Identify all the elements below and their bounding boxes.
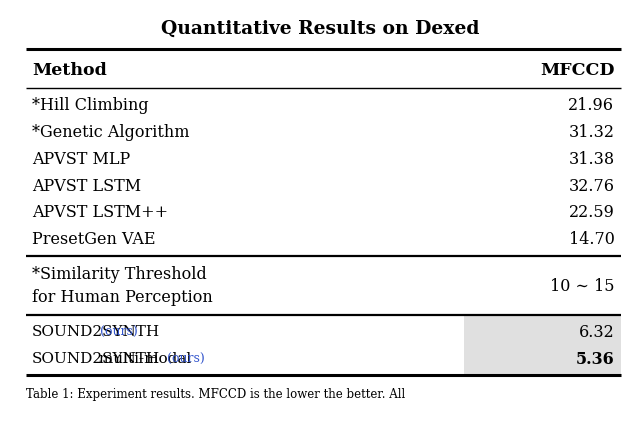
Text: (ours): (ours) — [100, 325, 138, 338]
Text: 21.96: 21.96 — [568, 97, 614, 114]
Text: SOUND2SYNTH: SOUND2SYNTH — [32, 351, 160, 365]
Text: SOUND2SYNTH: SOUND2SYNTH — [32, 324, 160, 338]
Text: MFCCD: MFCCD — [540, 62, 614, 79]
Text: 31.38: 31.38 — [568, 150, 614, 167]
Text: 14.70: 14.70 — [568, 231, 614, 248]
Text: APVST LSTM++: APVST LSTM++ — [32, 204, 168, 221]
Bar — [464, 316, 621, 374]
Text: for Human Perception: for Human Perception — [32, 288, 212, 305]
Text: APVST LSTM: APVST LSTM — [32, 177, 141, 194]
Text: multi-modal: multi-modal — [94, 351, 196, 365]
Text: Table 1: Experiment results. MFCCD is the lower the better. All: Table 1: Experiment results. MFCCD is th… — [26, 387, 405, 400]
Text: APVST MLP: APVST MLP — [32, 150, 131, 167]
Text: *Genetic Algorithm: *Genetic Algorithm — [32, 124, 189, 141]
Text: *Hill Climbing: *Hill Climbing — [32, 97, 148, 114]
Text: 6.32: 6.32 — [579, 323, 614, 340]
Text: 32.76: 32.76 — [568, 177, 614, 194]
Text: Method: Method — [32, 62, 107, 79]
Text: 22.59: 22.59 — [568, 204, 614, 221]
Text: Quantitative Results on Dexed: Quantitative Results on Dexed — [161, 20, 479, 38]
Text: 5.36: 5.36 — [575, 350, 614, 367]
Text: 31.32: 31.32 — [568, 124, 614, 141]
Text: 10 ∼ 15: 10 ∼ 15 — [550, 278, 614, 295]
Text: *Similarity Threshold: *Similarity Threshold — [32, 265, 207, 282]
Text: PresetGen VAE: PresetGen VAE — [32, 231, 156, 248]
Text: (ours): (ours) — [167, 352, 205, 365]
